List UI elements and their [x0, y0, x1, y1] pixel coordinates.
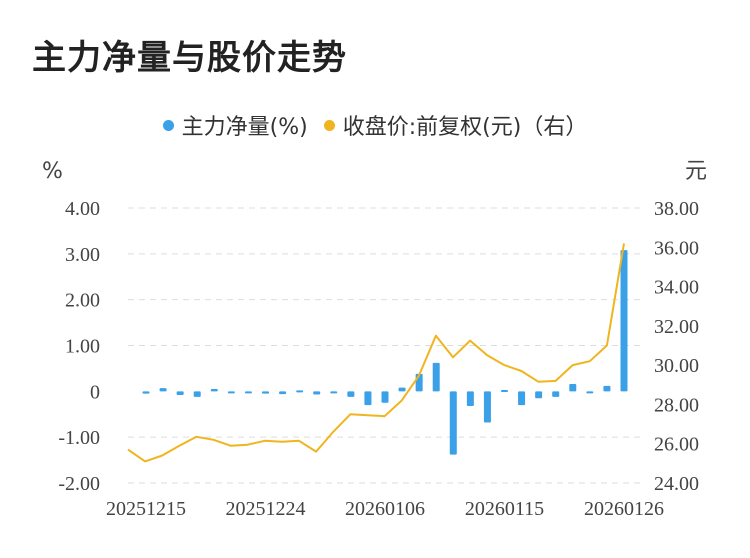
left-axis-unit: % [42, 159, 63, 184]
close-price-line [127, 243, 625, 463]
bar [398, 387, 406, 392]
right-tick-label: 38.00 [654, 198, 699, 220]
chart-title: 主力净量与股价走势 [32, 38, 347, 78]
legend-item-net-volume[interactable]: 主力净量(%) [162, 109, 308, 141]
right-axis-ticks: 38.00 36.00 34.00 32.00 30.00 28.00 26.00 24.00 [654, 198, 699, 495]
right-axis-unit: 元 [685, 159, 707, 184]
bar [586, 391, 594, 394]
right-tick-label: 28.00 [654, 394, 699, 416]
left-tick-label: 1.00 [65, 336, 100, 358]
bar [210, 389, 218, 392]
legend-marker-yellow-icon [323, 119, 335, 131]
bar [552, 391, 560, 397]
right-tick-label: 32.00 [654, 316, 699, 338]
bar [569, 384, 577, 392]
left-axis-ticks: 4.00 3.00 2.00 1.00 0 -1.00 -2.00 [58, 198, 100, 495]
right-tick-label: 34.00 [654, 277, 699, 299]
x-axis-ticks: 20251215 20251224 20260106 20260115 20260126 [106, 498, 664, 520]
bar [347, 391, 355, 397]
bar [364, 391, 372, 406]
legend: 主力净量(%) 收盘价:前复权(元)（右） [0, 110, 750, 140]
price-line [127, 243, 625, 463]
bar [176, 391, 184, 395]
bar [483, 391, 491, 423]
bar [501, 389, 508, 392]
bar [142, 391, 150, 394]
bar [518, 391, 526, 406]
right-tick-label: 24.00 [654, 473, 699, 495]
x-tick-label: 20251224 [226, 498, 306, 520]
bar [313, 391, 321, 395]
bar [381, 391, 389, 403]
right-tick-label: 30.00 [654, 355, 699, 377]
bar [262, 391, 269, 394]
bar [227, 391, 235, 394]
right-tick-label: 36.00 [654, 237, 699, 259]
grid-lines [128, 207, 640, 484]
bar [330, 391, 338, 394]
bar [449, 391, 457, 455]
left-tick-label: 3.00 [65, 244, 100, 266]
bar [432, 362, 440, 392]
right-tick-label: 26.00 [654, 434, 699, 456]
bar [620, 250, 628, 392]
x-tick-label: 20260115 [465, 498, 544, 520]
net-volume-bars [142, 250, 628, 455]
x-tick-label: 20251215 [106, 498, 186, 520]
left-tick-label: 0 [90, 381, 100, 403]
bar [244, 391, 252, 394]
x-tick-label: 20260106 [345, 498, 425, 520]
bar [603, 385, 611, 392]
legend-label: 收盘价:前复权(元)（右） [342, 115, 588, 140]
bar [279, 391, 287, 395]
left-tick-label: -1.00 [58, 427, 100, 449]
bar [296, 390, 304, 393]
bar [466, 391, 474, 406]
legend-marker-blue-icon [162, 119, 174, 131]
bar [535, 391, 543, 399]
legend-label: 主力净量(%) [181, 115, 308, 140]
left-tick-label: 4.00 [65, 198, 100, 220]
legend-item-close-price[interactable]: 收盘价:前复权(元)（右） [323, 109, 588, 141]
bar [193, 391, 201, 397]
left-tick-label: -2.00 [58, 473, 100, 495]
x-tick-label: 20260126 [584, 498, 664, 520]
bar [159, 388, 167, 392]
left-tick-label: 2.00 [65, 290, 100, 312]
